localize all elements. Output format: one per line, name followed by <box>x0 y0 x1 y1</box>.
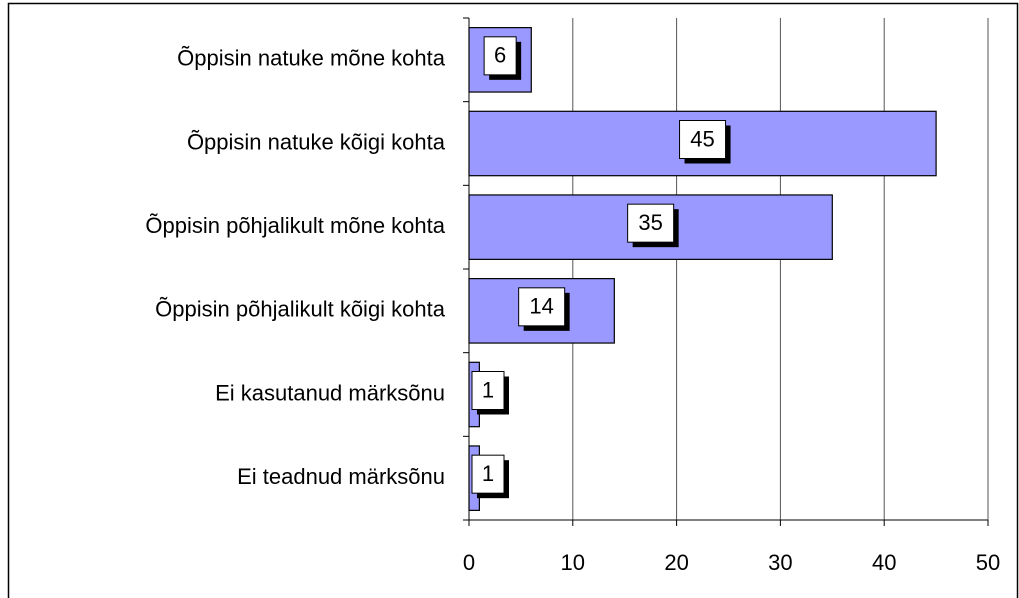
y-tick-label: Õppisin põhjalikult mõne kohta <box>145 213 445 238</box>
data-label: 6 <box>494 43 506 68</box>
data-label: 35 <box>638 210 662 235</box>
chart-border <box>7 2 1019 598</box>
label-box <box>471 454 505 494</box>
x-tick-label: 0 <box>463 550 475 575</box>
label-box <box>483 36 517 76</box>
y-tick-label: Ei kasutanud märksõnu <box>215 380 445 405</box>
y-tick-label: Õppisin põhjalikult kõigi kohta <box>155 297 446 322</box>
label-box <box>518 287 566 327</box>
y-tick-label: Ei teadnud märksõnu <box>237 464 445 489</box>
data-label: 45 <box>690 126 714 151</box>
x-tick-label: 50 <box>976 550 1000 575</box>
y-tick-label: Õppisin natuke kõigi kohta <box>187 129 446 154</box>
label-box <box>471 371 505 410</box>
data-label: 1 <box>482 377 494 402</box>
x-tick-label: 40 <box>872 550 896 575</box>
x-tick-label: 30 <box>768 550 792 575</box>
label-box <box>627 203 675 243</box>
data-label: 14 <box>529 294 553 319</box>
x-tick-label: 10 <box>561 550 585 575</box>
y-tick-label: Õppisin natuke mõne kohta <box>177 46 446 71</box>
x-tick-label: 20 <box>664 550 688 575</box>
data-label: 1 <box>482 461 494 486</box>
label-box <box>679 120 727 159</box>
